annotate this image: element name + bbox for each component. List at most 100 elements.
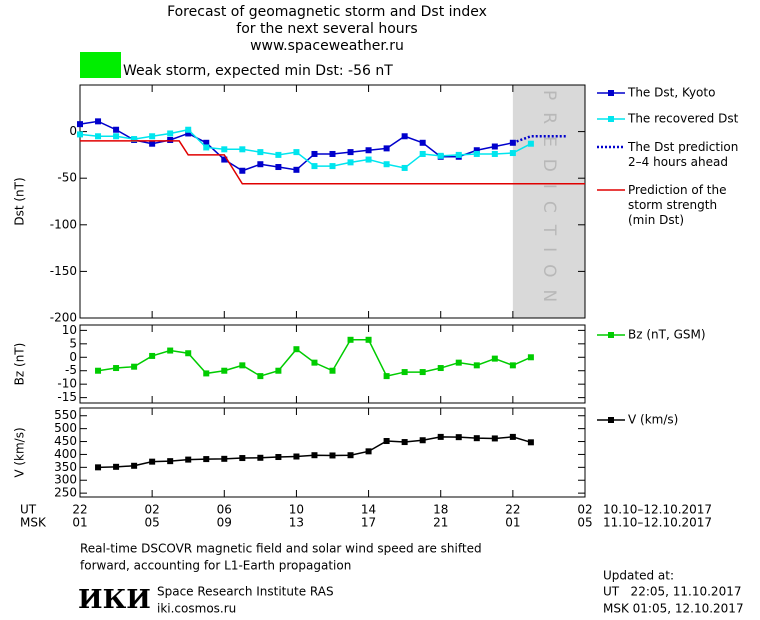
data-point xyxy=(293,166,300,173)
x2-tick-label: 13 xyxy=(289,516,304,530)
legend-marker xyxy=(608,417,614,423)
y-tick-label: 450 xyxy=(54,434,77,448)
data-point xyxy=(239,167,246,174)
data-point xyxy=(77,121,83,128)
title-line: www.spaceweather.ru xyxy=(250,38,404,54)
x-tick-label: 10 xyxy=(289,503,304,517)
data-point xyxy=(311,163,318,170)
data-point xyxy=(527,140,534,147)
data-point xyxy=(491,435,498,442)
data-point xyxy=(383,373,390,380)
y-tick-label: -10 xyxy=(57,377,77,391)
legend-label: Prediction of the storm strength (min Dst) xyxy=(628,183,727,227)
legend-line-text: (min Dst) xyxy=(628,213,684,227)
panel-frame xyxy=(79,84,586,319)
data-point xyxy=(131,136,138,143)
y-tick-label: 250 xyxy=(54,486,77,500)
data-point xyxy=(221,146,228,153)
x-tick-label: 06 xyxy=(217,503,232,517)
data-point xyxy=(383,438,390,445)
y-tick-label: -50 xyxy=(57,171,77,185)
series-line xyxy=(80,140,585,185)
y-tick-label: 0 xyxy=(69,350,77,364)
data-point xyxy=(419,437,426,444)
y-tick-label: 500 xyxy=(54,421,77,435)
data-point xyxy=(239,146,246,153)
data-point xyxy=(347,149,354,156)
y-tick-label: 300 xyxy=(54,473,77,487)
series-line xyxy=(512,135,567,144)
legend-line-text: Prediction of the xyxy=(628,183,727,197)
y-tick-label: -100 xyxy=(50,217,77,231)
prediction-zone xyxy=(512,85,585,318)
data-point xyxy=(509,433,516,440)
data-point xyxy=(167,347,174,354)
data-point xyxy=(95,133,102,140)
data-point xyxy=(527,354,534,361)
logo: ИКИ xyxy=(78,585,151,615)
data-point xyxy=(239,455,246,462)
data-point xyxy=(131,462,138,469)
data-point xyxy=(293,149,300,156)
data-point xyxy=(257,373,264,380)
data-point xyxy=(437,152,444,159)
legend-label: The Dst prediction 2–4 hours ahead xyxy=(627,140,738,169)
prediction-label: PREDICTION xyxy=(539,90,559,314)
y-axis-label: Bz (nT) xyxy=(13,343,27,386)
data-point xyxy=(329,163,336,170)
data-point xyxy=(275,164,282,171)
y-tick-label: 550 xyxy=(54,408,77,422)
y-tick-label: -15 xyxy=(57,390,77,404)
data-point xyxy=(275,454,282,461)
legend-line-text: 2–4 hours ahead xyxy=(628,155,728,169)
data-point xyxy=(95,118,102,125)
panel-frame xyxy=(79,407,586,498)
legend-line-text: The Dst prediction xyxy=(627,140,738,154)
data-point xyxy=(221,455,228,462)
title-line: Forecast of geomagnetic storm and Dst in… xyxy=(167,4,487,20)
legend-label: The Dst, Kyoto xyxy=(627,86,715,100)
y-axis-label: V (km/s) xyxy=(13,427,27,477)
data-point xyxy=(401,439,408,446)
data-point xyxy=(95,464,102,471)
data-point xyxy=(437,433,444,440)
data-point xyxy=(203,139,210,146)
x2-tick-label: 05 xyxy=(145,516,160,530)
data-point xyxy=(311,150,318,157)
updated-label: Updated at: xyxy=(603,569,674,583)
data-point xyxy=(509,362,516,369)
x2-tick-label: 17 xyxy=(361,516,376,530)
data-point xyxy=(311,452,318,459)
data-point xyxy=(509,150,516,157)
title-line: for the next several hours xyxy=(236,21,417,37)
data-point xyxy=(77,131,83,138)
legend-label: V (km/s) xyxy=(628,413,678,427)
data-point xyxy=(455,151,462,158)
data-point xyxy=(473,362,480,369)
data-point xyxy=(473,435,480,442)
updated-msk: MSK 01:05, 12.10.2017 xyxy=(603,602,744,616)
data-point xyxy=(401,369,408,376)
data-point xyxy=(347,336,354,343)
x2-tick-label: 01 xyxy=(505,516,520,530)
data-point xyxy=(221,367,228,374)
data-point xyxy=(149,140,156,147)
data-point xyxy=(473,147,480,154)
y-tick-label: 350 xyxy=(54,460,77,474)
updated-ut: UT 22:05, 11.10.2017 xyxy=(603,585,741,599)
data-point xyxy=(149,133,156,140)
data-point xyxy=(419,150,426,157)
data-point xyxy=(401,133,408,140)
data-point xyxy=(383,161,390,168)
x2-tick-label: 21 xyxy=(433,516,448,530)
x2-tick-label: 09 xyxy=(217,516,232,530)
data-point xyxy=(185,130,192,137)
data-point xyxy=(185,456,192,463)
series-line xyxy=(79,128,532,169)
y-tick-label: 5 xyxy=(69,336,77,350)
legend-marker xyxy=(608,116,614,122)
institute-name: Space Research Institute RAS xyxy=(157,585,334,599)
x-tick-label: 22 xyxy=(505,503,520,517)
